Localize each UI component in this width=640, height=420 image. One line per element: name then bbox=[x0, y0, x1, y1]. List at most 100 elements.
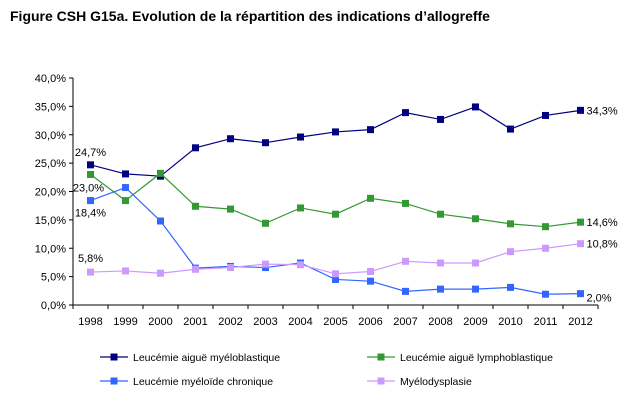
x-tick-label: 1999 bbox=[113, 316, 137, 328]
series-2 bbox=[87, 169, 584, 231]
data-point bbox=[437, 210, 444, 218]
data-label: 24,7% bbox=[75, 147, 106, 159]
data-point bbox=[122, 197, 129, 205]
y-tick-label: 35,0% bbox=[35, 101, 66, 113]
legend-label: Leucémie aiguë myéloblastique bbox=[133, 352, 280, 364]
data-point bbox=[437, 259, 444, 267]
chart-legend: Leucémie aiguë myéloblastique Leucémie ai… bbox=[100, 352, 553, 388]
data-label: 34,3% bbox=[587, 105, 618, 117]
data-label: 10,8% bbox=[587, 239, 618, 251]
series-line bbox=[90, 106, 581, 177]
legend-label: Leucémie myéloïde chronique bbox=[133, 376, 273, 388]
x-tick-label: 2004 bbox=[288, 316, 312, 328]
data-point bbox=[297, 261, 304, 269]
data-label: 14,6% bbox=[587, 217, 618, 229]
data-label: 23,0% bbox=[73, 182, 104, 194]
data-point bbox=[262, 139, 269, 147]
x-tick-label: 2012 bbox=[568, 316, 592, 328]
legend-item: Myélodysplasie bbox=[367, 376, 472, 388]
legend-item: Leucémie aiguë myéloblastique bbox=[100, 352, 280, 364]
x-tick-label: 2000 bbox=[148, 316, 172, 328]
legend-marker bbox=[110, 377, 118, 385]
x-tick-label: 2006 bbox=[358, 316, 382, 328]
data-point bbox=[472, 259, 479, 267]
data-point bbox=[192, 202, 199, 210]
data-point bbox=[577, 218, 584, 226]
series-1 bbox=[87, 103, 584, 180]
y-tick-label: 30,0% bbox=[35, 130, 66, 142]
data-point bbox=[157, 169, 164, 177]
data-point bbox=[332, 128, 339, 136]
x-tick-label: 2003 bbox=[253, 316, 277, 328]
x-tick-label: 2002 bbox=[218, 316, 242, 328]
data-labels: 24,7% 23,0% 18,4% 5,8% 34,3% 14,6% 10,8% 2,0% bbox=[73, 105, 618, 304]
data-point bbox=[227, 264, 234, 272]
data-point bbox=[262, 260, 269, 268]
data-point bbox=[437, 115, 444, 123]
data-point bbox=[507, 220, 514, 228]
data-point bbox=[87, 268, 94, 276]
data-point bbox=[332, 275, 339, 283]
data-point bbox=[472, 285, 479, 293]
data-point bbox=[332, 270, 339, 278]
data-point bbox=[402, 109, 409, 117]
data-point bbox=[122, 170, 129, 178]
data-point bbox=[332, 210, 339, 218]
x-axis-ticks: 1998 1999 2000 2001 2002 2003 2004 2005 2006 2007… bbox=[72, 305, 599, 328]
data-point bbox=[577, 240, 584, 248]
data-point bbox=[402, 287, 409, 295]
x-tick-label: 2007 bbox=[393, 316, 417, 328]
data-point bbox=[157, 269, 164, 277]
y-tick-label: 40,0% bbox=[35, 73, 66, 85]
legend-marker bbox=[110, 353, 118, 361]
data-point bbox=[297, 133, 304, 141]
data-point bbox=[402, 199, 409, 207]
data-point bbox=[297, 204, 304, 212]
data-point bbox=[192, 265, 199, 273]
data-point bbox=[542, 244, 549, 252]
data-point bbox=[367, 268, 374, 276]
x-tick-label: 2010 bbox=[498, 316, 522, 328]
data-point bbox=[507, 125, 514, 133]
series-4 bbox=[87, 240, 584, 278]
data-point bbox=[87, 170, 94, 178]
data-point bbox=[542, 111, 549, 119]
legend-label: Leucémie aiguë lymphoblastique bbox=[400, 352, 553, 364]
data-point bbox=[402, 257, 409, 265]
y-axis-ticks: 0,0% 5,0% 10,0% 15,0% 20,0% 25,0% 30,0% 35,0% 40… bbox=[35, 73, 73, 312]
legend-item: Leucémie myéloïde chronique bbox=[100, 376, 273, 388]
data-point bbox=[472, 103, 479, 111]
series-3 bbox=[87, 184, 584, 298]
y-tick-label: 25,0% bbox=[35, 158, 66, 170]
x-tick-label: 1998 bbox=[78, 316, 102, 328]
legend-marker bbox=[377, 353, 385, 361]
data-point bbox=[542, 290, 549, 298]
data-point bbox=[472, 215, 479, 223]
y-tick-label: 0,0% bbox=[41, 300, 66, 312]
data-point bbox=[577, 290, 584, 298]
x-tick-label: 2008 bbox=[428, 316, 452, 328]
y-tick-label: 20,0% bbox=[35, 187, 66, 199]
data-point bbox=[192, 144, 199, 152]
x-tick-label: 2005 bbox=[323, 316, 347, 328]
y-tick-label: 15,0% bbox=[35, 215, 66, 227]
data-point bbox=[367, 194, 374, 202]
legend-label: Myélodysplasie bbox=[400, 376, 472, 388]
data-point bbox=[507, 283, 514, 291]
data-point bbox=[577, 106, 584, 114]
data-point bbox=[367, 277, 374, 285]
legend-marker bbox=[377, 377, 385, 385]
data-point bbox=[227, 205, 234, 213]
x-tick-label: 2001 bbox=[183, 316, 207, 328]
data-point bbox=[437, 285, 444, 293]
x-tick-label: 2011 bbox=[534, 316, 558, 328]
legend-item: Leucémie aiguë lymphoblastique bbox=[367, 352, 553, 364]
data-point bbox=[227, 135, 234, 143]
data-point bbox=[262, 219, 269, 227]
data-point bbox=[87, 161, 94, 169]
data-label: 5,8% bbox=[78, 253, 103, 265]
data-point bbox=[122, 184, 129, 192]
chart-title: Figure CSH G15a. Evolution de la réparti… bbox=[10, 8, 490, 24]
data-point bbox=[367, 126, 374, 134]
